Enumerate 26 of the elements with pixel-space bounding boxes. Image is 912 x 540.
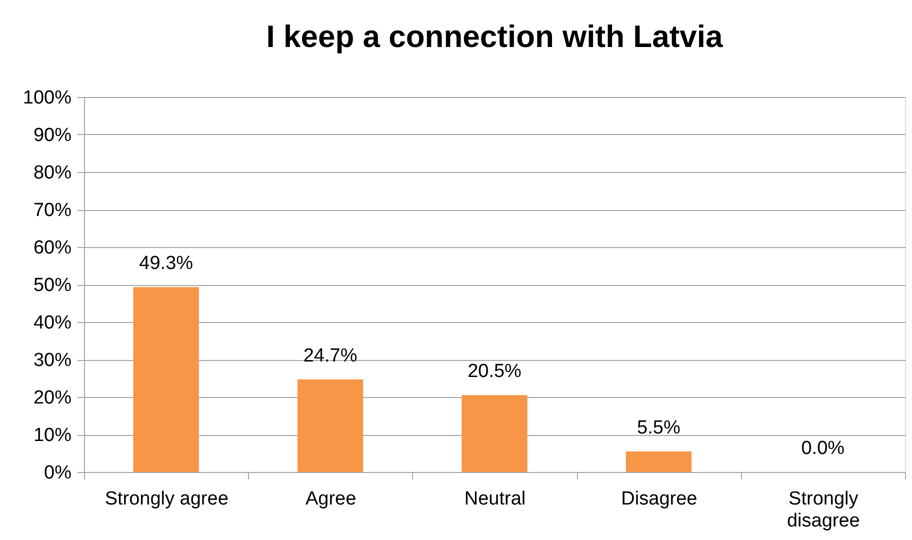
y-tick-label: 20% (33, 388, 72, 408)
data-label: 20.5% (468, 361, 522, 382)
x-tick-label: Strongly agree (104, 488, 228, 510)
y-tick-label: 0% (44, 462, 72, 484)
chart-title: I keep a connection with Latvia (266, 19, 724, 54)
data-label: 5.5% (637, 417, 680, 438)
y-tick-label: 100% (22, 88, 72, 108)
data-label: 0.0% (801, 438, 845, 459)
bar (297, 379, 364, 472)
y-tick-label: 80% (33, 162, 72, 184)
x-tick-label: Disagree (621, 488, 698, 510)
y-tick-label: 70% (33, 200, 72, 221)
bar (462, 395, 528, 472)
x-tick-label: Strongly disagree (786, 488, 860, 532)
bar (626, 451, 692, 472)
y-tick-label: 40% (33, 312, 72, 334)
y-tick-label: 30% (33, 350, 72, 371)
y-tick-label: 50% (33, 275, 72, 296)
x-tick-label: Neutral (464, 488, 526, 510)
y-tick-label: 90% (33, 125, 72, 146)
y-tick-label: 60% (33, 238, 72, 258)
data-label: 24.7% (303, 345, 358, 366)
bar (133, 287, 199, 472)
x-tick-label: Agree (305, 488, 356, 510)
data-label: 49.3% (139, 253, 194, 274)
y-tick-label: 10% (33, 425, 72, 446)
